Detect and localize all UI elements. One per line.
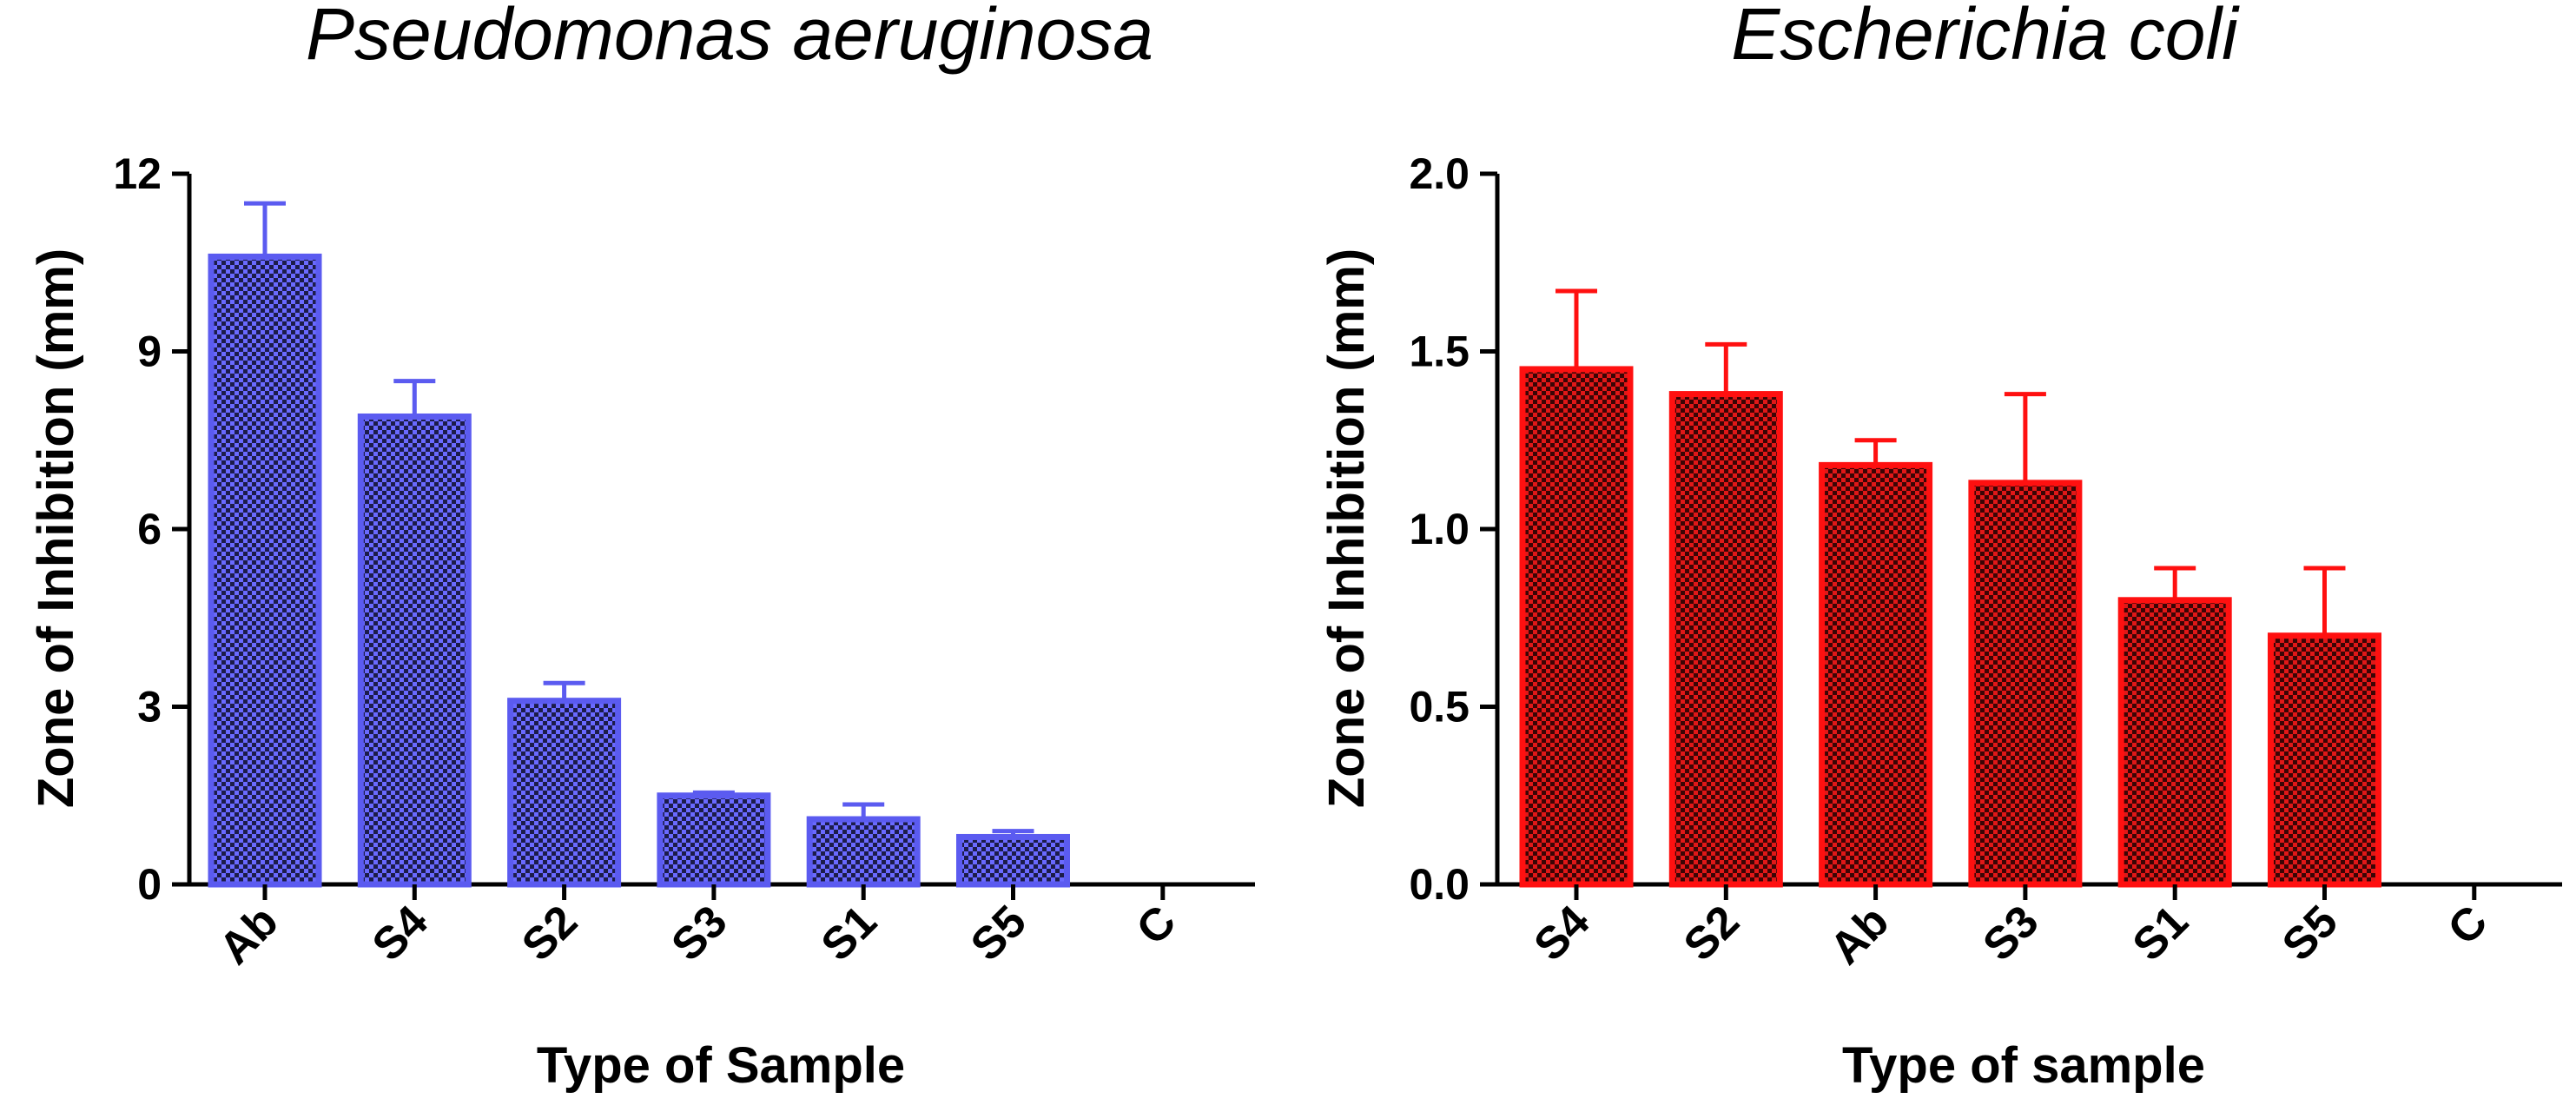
x-tick-label: S5	[961, 896, 1036, 970]
bar	[1819, 461, 1933, 888]
x-tick-label: S2	[1674, 896, 1749, 970]
y-tick-label: 3	[137, 683, 162, 731]
y-tick-label: 12	[113, 149, 162, 198]
x-axis-label: Type of sample	[1842, 1037, 2205, 1094]
y-tick-label: 0.0	[1409, 860, 1470, 909]
chart-title: Escherichia coli	[1731, 0, 2240, 75]
y-axis-label: Zone of Inhibition (mm)	[1318, 248, 1375, 808]
x-tick-label: S4	[1524, 896, 1599, 970]
chart-title: Pseudomonas aeruginosa	[306, 0, 1153, 75]
y-ticks: 0.0 0.5 1.0 1.5 2.0	[1409, 149, 1497, 909]
y-tick-label: 0.5	[1409, 683, 1470, 731]
x-tick-label: S5	[2273, 896, 2348, 970]
bar	[208, 253, 322, 888]
x-tick-labels: S4 S2 Ab S3 S1 S5 C	[1524, 884, 2497, 975]
y-axis-label: Zone of Inhibition (mm)	[28, 248, 84, 808]
y-ticks: 0 3 6 9 12	[113, 149, 189, 909]
bar	[507, 698, 622, 888]
bar	[1668, 391, 1783, 888]
chart-ecoli: Escherichia coli Zone of Inhibition (mm)…	[1318, 0, 2562, 1094]
x-tick-label: S1	[812, 896, 887, 970]
bar	[956, 833, 1070, 888]
bar	[2117, 597, 2232, 888]
x-tick-label: S3	[1973, 896, 2048, 970]
x-tick-label: C	[1127, 896, 1186, 955]
bar	[1519, 366, 1634, 888]
x-tick-label: S2	[512, 896, 587, 970]
x-tick-label: C	[2439, 896, 2498, 955]
x-tick-label: Ab	[1820, 896, 1899, 974]
y-tick-label: 2.0	[1409, 149, 1470, 198]
bar	[806, 816, 921, 888]
y-tick-label: 0	[137, 860, 162, 909]
y-tick-label: 6	[137, 505, 162, 553]
x-tick-label: Ab	[209, 896, 287, 974]
chart-pseudomonas: Pseudomonas aeruginosa Zone of Inhibitio…	[28, 0, 1255, 1094]
y-tick-label: 1.0	[1409, 505, 1470, 553]
bar	[357, 413, 472, 888]
x-tick-label: S3	[662, 896, 736, 970]
y-tick-label: 9	[137, 328, 162, 376]
bar	[1968, 480, 2083, 888]
y-tick-label: 1.5	[1409, 328, 1470, 376]
x-tick-labels: Ab S4 S2 S3 S1 S5 C	[209, 884, 1186, 975]
x-tick-label: S4	[363, 896, 438, 970]
bar	[2268, 632, 2381, 888]
bars	[208, 201, 1070, 888]
x-tick-label: S1	[2124, 896, 2198, 970]
x-axis-label: Type of Sample	[537, 1037, 905, 1094]
bar	[657, 792, 771, 888]
bars	[1519, 288, 2381, 888]
